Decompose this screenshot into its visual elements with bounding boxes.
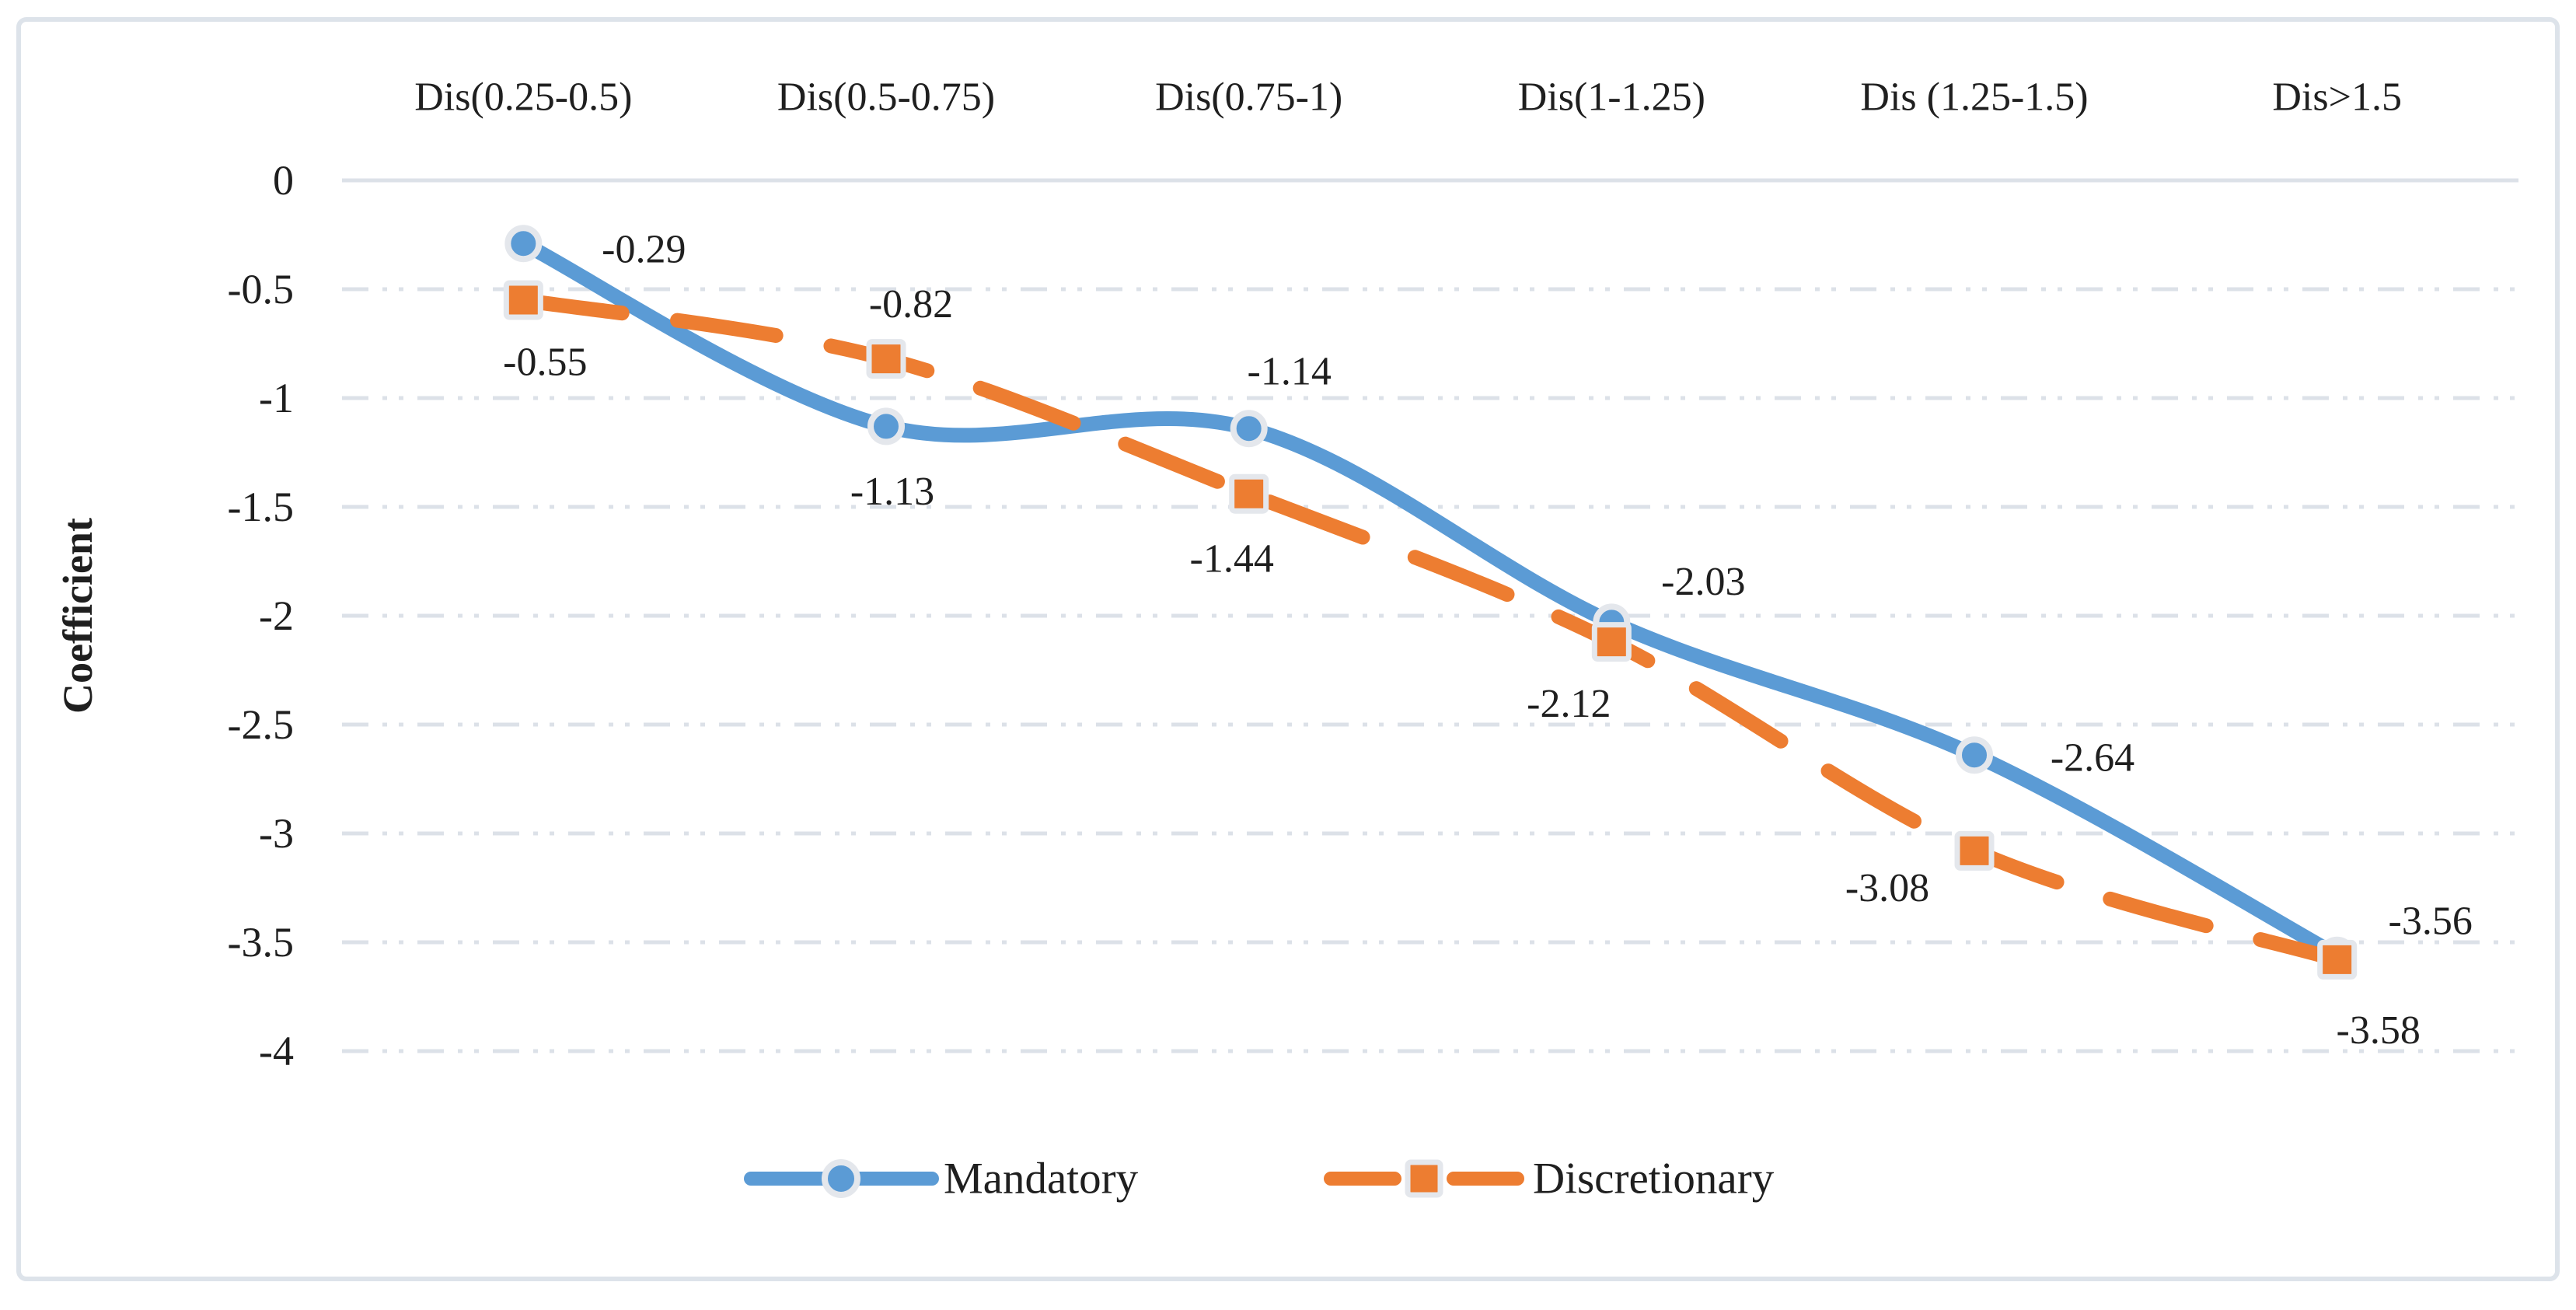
legend-label-mandatory: Mandatory <box>944 1155 1139 1203</box>
mandatory-data-label: -2.03 <box>1661 560 1745 604</box>
legend: Mandatory Discretionary <box>744 1155 1775 1203</box>
y-tick-label: -2 <box>259 592 294 639</box>
mandatory-line <box>515 236 2345 963</box>
category-axis: Dis(0.25-0.5) Dis(0.5-0.75) Dis(0.75-1) Dis… <box>414 75 2402 120</box>
mandatory-point-marker <box>1956 736 1993 774</box>
y-axis: 0 -0.5 -1 -1.5 -2 -2.5 -3 -3.5 -4 <box>228 157 294 1074</box>
category-label: Dis>1.5 <box>2272 75 2402 120</box>
series-mandatory: -0.29 -1.13 -1.14 -2.03 -2.64 -3.56 <box>504 225 2473 974</box>
legend-label-discretionary: Discretionary <box>1533 1155 1775 1203</box>
y-tick-label: -1 <box>259 375 294 421</box>
y-tick-label: 0 <box>273 157 294 204</box>
category-label: Dis(0.25-0.5) <box>414 75 632 120</box>
discretionary-data-label: -0.82 <box>869 282 953 327</box>
discretionary-point-marker <box>866 339 906 379</box>
gridlines <box>342 178 2518 1053</box>
y-tick-label: -3 <box>259 810 294 857</box>
mandatory-data-label: -2.64 <box>2051 736 2134 781</box>
mandatory-point-marker <box>1230 410 1268 448</box>
y-tick-label: -2.5 <box>228 701 294 748</box>
category-label: Dis(0.5-0.75) <box>777 75 995 120</box>
figure-border <box>16 17 2560 1281</box>
y-tick-label: -3.5 <box>228 919 294 966</box>
discretionary-point-marker <box>2317 939 2358 980</box>
y-tick-label: -4 <box>259 1028 294 1074</box>
mandatory-point-marker <box>504 225 543 263</box>
legend-circle-marker-icon <box>822 1159 860 1198</box>
series-discretionary: -0.55 -0.82 -1.44 -2.12 -3.08 -3.58 <box>503 280 2421 1053</box>
discretionary-data-label: -1.44 <box>1190 537 1274 582</box>
y-tick-label: -0.5 <box>228 266 294 313</box>
mandatory-data-label: -0.29 <box>602 228 686 272</box>
discretionary-data-label: -2.12 <box>1527 682 1611 726</box>
mandatory-point-marker <box>867 407 905 445</box>
discretionary-point-marker <box>503 280 543 320</box>
y-tick-label: -1.5 <box>228 484 294 530</box>
mandatory-data-label: -3.56 <box>2389 899 2473 943</box>
discretionary-line <box>515 292 2345 967</box>
mandatory-data-label: -1.14 <box>1248 350 1332 394</box>
y-axis-title: Coefficient <box>54 518 101 714</box>
discretionary-data-label: -3.08 <box>1845 866 1929 910</box>
category-label: Dis(1-1.25) <box>1518 75 1705 120</box>
legend-square-marker-icon <box>1405 1159 1443 1198</box>
mandatory-data-label: -1.13 <box>850 470 934 514</box>
category-label: Dis (1.25-1.5) <box>1860 75 2088 120</box>
discretionary-point-marker <box>1229 473 1269 514</box>
discretionary-data-label: -0.55 <box>503 341 587 385</box>
category-label: Dis(0.75-1) <box>1155 75 1342 120</box>
discretionary-point-marker <box>1591 622 1632 662</box>
discretionary-data-label: -3.58 <box>2337 1008 2421 1053</box>
discretionary-point-marker <box>1954 830 1995 871</box>
